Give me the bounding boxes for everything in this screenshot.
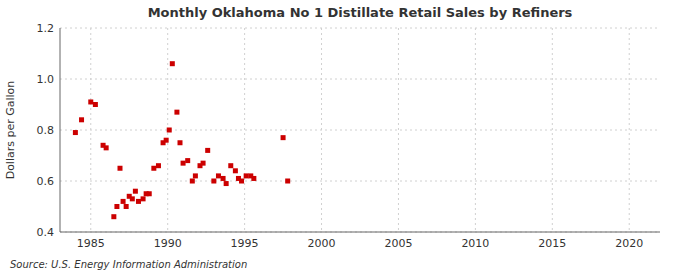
- chart: Monthly Oklahoma No 1 Distillate Retail …: [0, 0, 675, 275]
- chart-container: Monthly Oklahoma No 1 Distillate Retail …: [0, 0, 675, 275]
- point: [285, 179, 290, 184]
- point: [193, 173, 198, 178]
- y-tick-label: 0.8: [37, 124, 55, 137]
- x-tick-label: 1990: [154, 237, 182, 250]
- y-grid-line: [60, 28, 660, 29]
- x-tick-label: 2015: [538, 237, 566, 250]
- x-grid-line: [629, 28, 630, 232]
- point: [174, 110, 179, 115]
- point: [251, 176, 256, 181]
- point: [151, 166, 156, 171]
- point: [111, 214, 116, 219]
- point: [156, 163, 161, 168]
- point: [73, 130, 78, 135]
- source-note: Source: U.S. Energy Information Administ…: [10, 259, 247, 270]
- title: Monthly Oklahoma No 1 Distillate Retail …: [148, 5, 573, 20]
- point: [224, 181, 229, 186]
- x-axis-line: [60, 232, 660, 233]
- point: [164, 138, 169, 143]
- point: [178, 140, 183, 145]
- point: [170, 61, 175, 66]
- point: [201, 161, 206, 166]
- point: [233, 168, 238, 173]
- points: [73, 61, 290, 219]
- point: [124, 204, 129, 209]
- point: [205, 148, 210, 153]
- point: [118, 166, 123, 171]
- point: [133, 189, 138, 194]
- point: [216, 173, 221, 178]
- x-grid-line: [244, 28, 245, 232]
- point: [221, 176, 226, 181]
- y-grid-line: [60, 79, 660, 80]
- point: [228, 163, 233, 168]
- x-tick-label: 1985: [77, 237, 105, 250]
- point: [130, 196, 135, 201]
- grid: [60, 28, 660, 232]
- x-tick-label: 2000: [308, 237, 336, 250]
- point: [141, 196, 146, 201]
- y-grid-line: [60, 181, 660, 182]
- point: [190, 179, 195, 184]
- point: [167, 128, 172, 133]
- point: [79, 117, 84, 122]
- point: [281, 135, 286, 140]
- point: [93, 102, 98, 107]
- point: [114, 204, 119, 209]
- point: [147, 191, 152, 196]
- point: [136, 199, 141, 204]
- point: [181, 161, 186, 166]
- x-tick-label: 2005: [384, 237, 412, 250]
- y-tick-label: 1.0: [37, 73, 55, 86]
- y-tick-label: 0.6: [37, 175, 55, 188]
- point: [185, 158, 190, 163]
- y-tick-label: 1.2: [37, 22, 55, 35]
- x-tick-label: 2010: [461, 237, 489, 250]
- y-tick-label: 0.4: [37, 226, 55, 239]
- y-axis-line: [60, 28, 61, 232]
- point: [244, 173, 249, 178]
- point: [104, 145, 109, 150]
- y-axis-label: Dollars per Gallon: [4, 81, 17, 180]
- point: [88, 99, 93, 104]
- x-tick-label: 2020: [615, 237, 643, 250]
- point: [239, 179, 244, 184]
- y-grid-line: [60, 232, 660, 233]
- point: [211, 179, 216, 184]
- x-grid-line: [398, 28, 399, 232]
- y-grid-line: [60, 130, 660, 131]
- x-tick-label: 1995: [231, 237, 259, 250]
- point: [121, 199, 126, 204]
